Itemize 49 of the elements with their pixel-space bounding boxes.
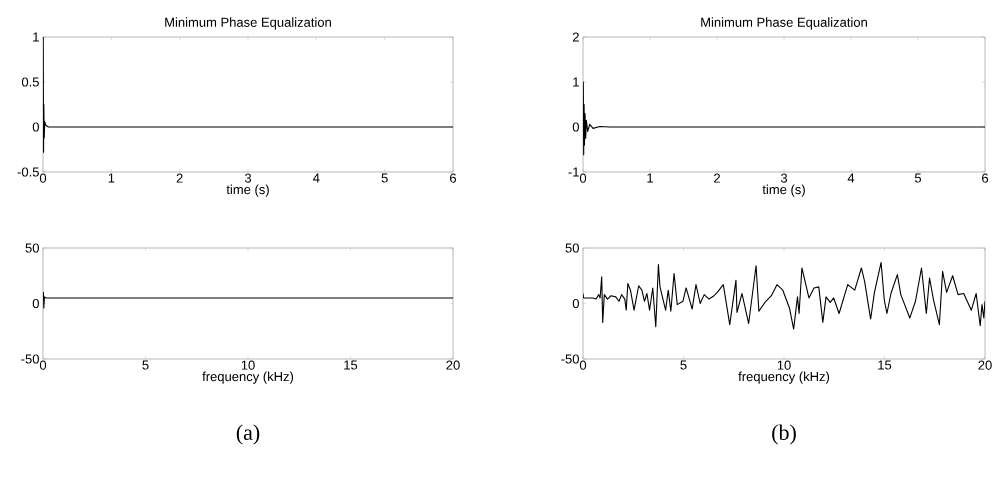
x-tick-label: 2	[176, 173, 183, 183]
chart-title: Minimum Phase Equalization	[165, 17, 331, 30]
x-tick-label: 5	[914, 173, 922, 183]
x-axis-title: frequency (kHz)	[202, 371, 294, 384]
y-tick-label: 0	[572, 122, 579, 132]
y-tick-label: -1	[568, 167, 579, 177]
x-tick-label: 0	[39, 173, 47, 183]
line-series	[583, 261, 986, 330]
y-tick-label: 0.5	[21, 77, 39, 87]
chart-title: Minimum Phase Equalization	[701, 17, 867, 30]
x-axis-title: frequency (kHz)	[738, 371, 830, 384]
x-tick-label: 10	[241, 360, 255, 370]
y-tick-label: 1	[573, 77, 579, 87]
x-tick-label: 6	[982, 173, 989, 183]
y-tick-label: 0	[32, 298, 39, 309]
line-series	[43, 291, 453, 309]
x-tick-label: 3	[780, 173, 788, 183]
x-tick-label: 4	[847, 173, 855, 183]
x-tick-label: 1	[108, 173, 115, 183]
x-tick-label: 4	[313, 173, 320, 183]
x-tick-label: 15	[878, 360, 892, 370]
x-tick-label: 15	[344, 360, 358, 370]
y-tick-label: -0.5	[17, 167, 39, 177]
x-axis-title: time (s)	[762, 184, 805, 197]
x-tick-label: 5	[381, 173, 388, 183]
text: (b)	[772, 424, 796, 445]
x-axis-title: time (s)	[226, 184, 269, 197]
x-tick-label: 1	[647, 173, 653, 183]
y-tick-label: -50	[561, 354, 579, 364]
x-tick-label: 5	[142, 360, 149, 370]
x-tick-label: 10	[777, 360, 791, 370]
x-tick-label: 0	[579, 173, 587, 183]
y-tick-label: 50	[565, 243, 579, 253]
y-tick-label: -50	[21, 354, 39, 364]
x-tick-label: 2	[714, 173, 720, 183]
y-tick-label: 1	[33, 32, 39, 42]
x-tick-label: 20	[446, 360, 460, 370]
text: (a)	[236, 424, 260, 445]
x-tick-label: 0	[39, 360, 47, 370]
x-tick-label: 3	[244, 173, 252, 183]
x-tick-label: 6	[450, 173, 457, 183]
y-tick-label: 50	[25, 243, 39, 253]
y-tick-label: 0	[572, 298, 579, 309]
x-tick-label: 5	[680, 360, 687, 370]
x-tick-label: 0	[579, 360, 587, 370]
y-tick-label: 2	[572, 32, 579, 42]
x-tick-label: 20	[978, 360, 992, 370]
y-tick-label: 0	[32, 122, 39, 132]
line-series	[43, 37, 453, 153]
